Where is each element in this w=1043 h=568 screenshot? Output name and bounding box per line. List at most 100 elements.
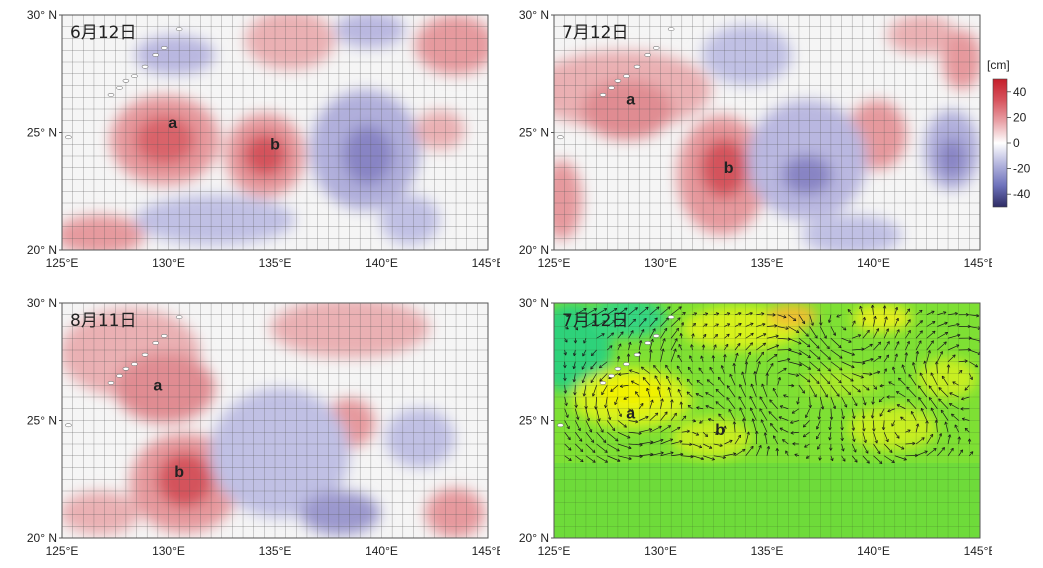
lon-tick-label: 135°E: [751, 544, 784, 558]
current-arrow: [617, 408, 622, 417]
current-arrow: [734, 434, 741, 445]
current-arrow: [772, 387, 778, 398]
current-arrowhead: [919, 309, 923, 314]
current-arrow: [777, 377, 781, 386]
current-arrowhead: [696, 379, 700, 384]
current-arrow: [936, 361, 938, 374]
lon-tick-label: 145°E: [472, 256, 500, 270]
current-arrowhead: [705, 392, 709, 396]
current-arrow: [696, 380, 704, 386]
current-arrowhead: [927, 350, 931, 354]
current-arrowhead: [919, 372, 923, 376]
eddy-label: b: [715, 422, 725, 439]
current-arrowhead: [607, 416, 612, 421]
current-arrowhead: [816, 345, 820, 349]
current-arrowhead: [682, 415, 687, 419]
current-arrow: [703, 312, 708, 316]
current-arrowhead: [680, 452, 684, 457]
current-arrow: [905, 341, 910, 351]
current-arrow: [947, 434, 951, 445]
current-arrowhead: [839, 367, 843, 371]
lat-tick-label: 30° N: [27, 296, 57, 310]
lat-tick-label: 25° N: [519, 414, 549, 428]
current-arrowhead: [626, 353, 631, 357]
current-arrow: [852, 334, 861, 339]
current-arrowhead: [680, 322, 685, 326]
current-arrowhead: [782, 439, 786, 443]
current-arrowhead: [838, 344, 842, 349]
current-arrowhead: [876, 370, 881, 375]
current-arrowhead: [737, 342, 741, 347]
anomaly-field: [554, 15, 980, 250]
current-arrow: [671, 453, 684, 457]
current-arrowhead: [701, 344, 706, 348]
current-arrow: [756, 361, 761, 374]
current-arrow: [574, 420, 581, 431]
current-arrowhead: [851, 427, 856, 431]
current-arrowhead: [881, 427, 886, 431]
current-arrow: [756, 342, 766, 351]
current-arrow: [649, 339, 654, 351]
current-arrowhead: [653, 364, 657, 369]
current-arrowhead: [816, 380, 820, 385]
current-arrow: [717, 376, 725, 386]
current-arrowhead: [847, 308, 851, 313]
current-arrowhead: [969, 376, 973, 381]
current-arrowhead: [728, 408, 732, 413]
current-arrowhead: [918, 397, 922, 401]
current-arrow: [894, 432, 900, 439]
current-arrow: [698, 367, 704, 374]
current-arrowhead: [678, 306, 682, 310]
current-arrowhead: [628, 341, 632, 346]
current-arrow: [702, 443, 713, 449]
current-arrowhead: [875, 328, 880, 332]
current-arrowhead: [601, 333, 605, 337]
current-arrowhead: [844, 404, 848, 408]
current-arrowhead: [614, 401, 618, 406]
current-arrowhead: [757, 361, 761, 365]
current-arrowhead: [903, 457, 907, 461]
current-arrowhead: [847, 391, 851, 396]
lat-tick-label: 25° N: [27, 414, 57, 428]
island: [534, 433, 540, 436]
current-arrowhead: [854, 459, 858, 463]
current-arrowhead: [832, 405, 837, 410]
current-arrow: [681, 415, 687, 421]
current-arrow: [847, 309, 853, 315]
current-arrowhead: [645, 415, 649, 420]
current-arrow: [564, 349, 567, 356]
current-arrow: [653, 365, 661, 374]
lon-tick-label: 145°E: [964, 544, 992, 558]
current-arrowhead: [646, 387, 650, 392]
current-arrowhead: [739, 384, 743, 388]
current-arrowhead: [695, 393, 699, 397]
current-arrowhead: [888, 381, 892, 385]
current-arrowhead: [635, 419, 639, 424]
current-arrowhead: [795, 373, 800, 377]
current-arrow: [582, 373, 587, 383]
current-arrow: [724, 333, 730, 339]
current-arrowhead: [813, 394, 817, 398]
current-arrowhead: [854, 402, 858, 407]
current-arrow: [894, 443, 905, 450]
current-arrow: [724, 425, 726, 433]
current-arrowhead: [572, 365, 576, 370]
current-arrow: [964, 385, 970, 391]
lat-tick-label: 20° N: [27, 243, 57, 257]
current-arrowhead: [889, 449, 893, 453]
current-arrow: [918, 385, 928, 398]
current-arrow: [788, 373, 799, 377]
current-arrow: [908, 374, 917, 386]
current-arrowhead: [759, 396, 763, 400]
lat-tick-label: 20° N: [27, 531, 57, 545]
current-arrow: [788, 349, 802, 355]
current-arrowhead: [967, 438, 972, 442]
current-arrow: [639, 416, 649, 421]
current-arrow: [574, 396, 577, 408]
current-arrowhead: [896, 341, 900, 345]
current-arrow: [617, 443, 632, 449]
current-arrowhead: [622, 319, 626, 323]
current-arrow: [841, 408, 844, 420]
island: [644, 53, 652, 57]
current-arrowhead: [908, 374, 912, 378]
